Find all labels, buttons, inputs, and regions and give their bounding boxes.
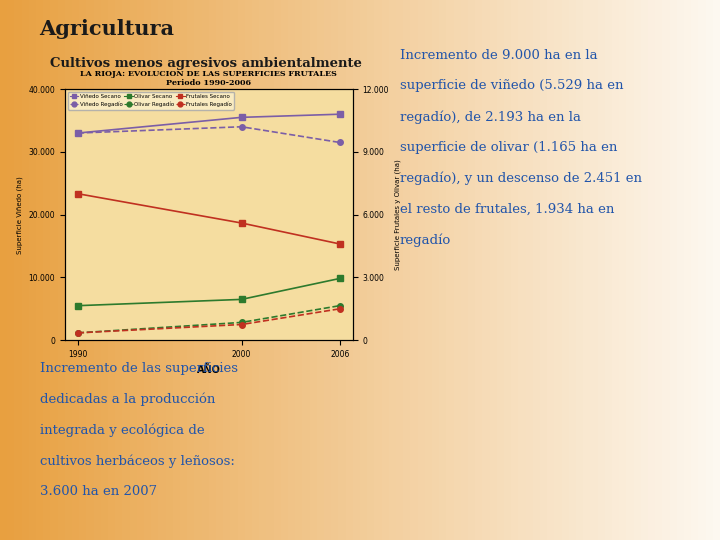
- Title: LA RIOJA: EVOLUCION DE LAS SUPERFICIES FRUTALES
Periodo 1990-2006: LA RIOJA: EVOLUCION DE LAS SUPERFICIES F…: [81, 70, 337, 87]
- Y-axis label: Superficie Frutales y Olivar (ha): Superficie Frutales y Olivar (ha): [395, 159, 401, 270]
- Text: regadío), de 2.193 ha en la: regadío), de 2.193 ha en la: [400, 110, 580, 124]
- Text: Cultivos menos agresivos ambientalmente: Cultivos menos agresivos ambientalmente: [50, 57, 362, 70]
- Text: dedicadas a la producción: dedicadas a la producción: [40, 393, 215, 406]
- Text: integrada y ecológica de: integrada y ecológica de: [40, 423, 204, 437]
- Text: el resto de frutales, 1.934 ha en: el resto de frutales, 1.934 ha en: [400, 202, 614, 215]
- Text: cultivos herbáceos y leñosos:: cultivos herbáceos y leñosos:: [40, 454, 235, 468]
- Text: Incremento de 9.000 ha en la: Incremento de 9.000 ha en la: [400, 49, 597, 62]
- Text: superficie de viñedo (5.529 ha en: superficie de viñedo (5.529 ha en: [400, 79, 623, 92]
- Y-axis label: Superficie Viñedo (ha): Superficie Viñedo (ha): [17, 176, 23, 253]
- Text: regadío), y un descenso de 2.451 en: regadío), y un descenso de 2.451 en: [400, 172, 642, 185]
- Text: superficie de olivar (1.165 ha en: superficie de olivar (1.165 ha en: [400, 141, 617, 154]
- Text: regadío: regadío: [400, 233, 451, 247]
- Text: Incremento de las superficies: Incremento de las superficies: [40, 362, 238, 375]
- Text: Agricultura: Agricultura: [40, 19, 174, 39]
- Legend: Viñedo Secano, Viñedo Regadío, Olivar Secano, Olivar Regadío, Frutales Secano, F: Viñedo Secano, Viñedo Regadío, Olivar Se…: [68, 92, 234, 110]
- Text: 3.600 ha en 2007: 3.600 ha en 2007: [40, 485, 157, 498]
- X-axis label: AÑO: AÑO: [197, 364, 221, 375]
